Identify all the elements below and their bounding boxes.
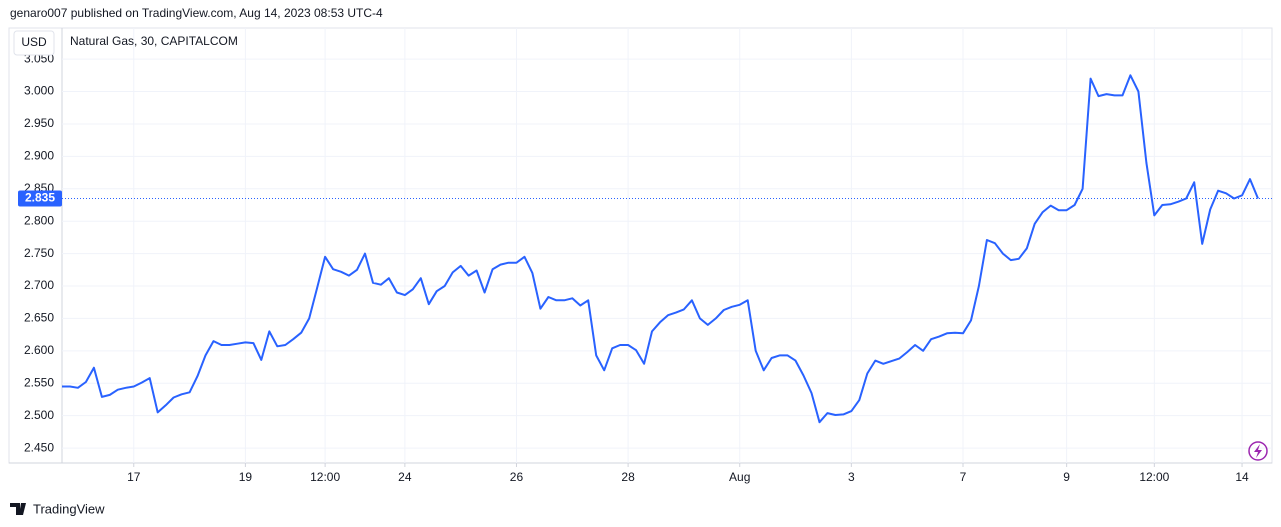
y-tick-label: 2.800 — [24, 213, 54, 227]
flash-bolt[interactable] — [1254, 444, 1262, 458]
flash-icon[interactable] — [1248, 441, 1268, 461]
last-price-tag — [18, 190, 62, 207]
currency-box[interactable] — [13, 30, 55, 56]
brand-logo — [10, 503, 26, 515]
y-tick-label: 2.450 — [24, 440, 54, 454]
x-tick-label: 12:00 — [1139, 470, 1169, 484]
y-tick-label: 2.600 — [24, 343, 54, 357]
x-tick-label: Aug — [729, 470, 750, 484]
y-tick-label: 2.950 — [24, 116, 54, 130]
plot: 2.450 2.500 2.550 2.600 2.650 2.700 2.750 2.800… — [18, 28, 1272, 484]
x-tick-label: 12:00 — [310, 470, 340, 484]
x-tick-label: 7 — [960, 470, 967, 484]
y-tick-label: 3.000 — [24, 84, 54, 98]
x-tick-label: 17 — [127, 470, 141, 484]
price-line — [62, 74, 1259, 424]
x-tick-label: 26 — [510, 470, 524, 484]
brand: TradingView — [33, 501, 105, 516]
x-tick-label: 24 — [398, 470, 412, 484]
x-tick-label: 19 — [239, 470, 253, 484]
x-tick-label: 9 — [1063, 470, 1070, 484]
y-tick-label: 2.700 — [24, 278, 54, 292]
x-tick-label: 3 — [848, 470, 855, 484]
last-price-label: 2.835 — [25, 191, 55, 205]
published-note: genaro007 published on TradingView.com, … — [10, 6, 383, 20]
y-tick-label: 2.650 — [24, 311, 54, 325]
currency[interactable]: USD — [21, 35, 47, 49]
y-tick-label: 2.900 — [24, 149, 54, 163]
y-tick-label: 2.500 — [24, 408, 54, 422]
y-tick-label: 2.750 — [24, 246, 54, 260]
y-tick-label: 2.550 — [24, 375, 54, 389]
legend-entry: Natural Gas, 30, CAPITALCOM — [70, 34, 238, 48]
x-tick-label: 28 — [621, 470, 635, 484]
flash-circle[interactable] — [1248, 441, 1268, 461]
x-tick-label: 14 — [1235, 470, 1249, 484]
